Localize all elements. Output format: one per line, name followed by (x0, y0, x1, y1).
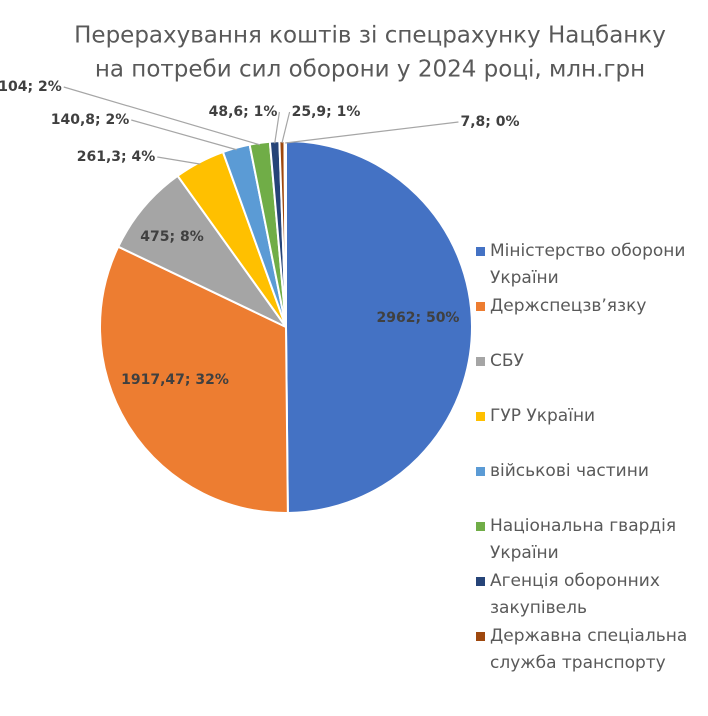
chart-title: Перерахування коштів зі спецрахунку Нацб… (74, 23, 666, 49)
legend-swatch (476, 467, 485, 476)
legend-label: військові частини (490, 461, 649, 481)
leader-line (131, 119, 237, 151)
leader-line (157, 156, 201, 165)
legend-label: СБУ (490, 351, 524, 371)
legend-label: Держспецзв’язку (490, 296, 647, 316)
legend-label: Національна гвардія України (490, 516, 677, 563)
data-label: 140,8; 2% (51, 112, 130, 128)
legend-swatch (476, 522, 485, 531)
legend-swatch (476, 632, 485, 641)
leader-line (274, 111, 280, 144)
legend-item: Державна спеціальна служба транспорту (474, 623, 708, 678)
legend-swatch (476, 247, 485, 256)
data-label: 7,8; 0% (460, 114, 519, 130)
data-label: 475; 8% (140, 229, 203, 245)
pie-slice (283, 139, 287, 328)
legend-swatch (476, 412, 485, 421)
legend-item: Міністерство оборони України (474, 238, 708, 293)
legend-item: СБУ (474, 348, 708, 403)
legend: Міністерство оборони України Держспецзв’я… (474, 238, 708, 678)
legend-swatch (476, 577, 485, 586)
pie-slice (285, 139, 474, 515)
legend-swatch (476, 357, 485, 366)
data-label: 25,9; 1% (292, 104, 361, 120)
data-label: 1917,47; 32% (121, 372, 229, 388)
data-label: 261,3; 4% (77, 149, 156, 165)
legend-item: Держспецзв’язку (474, 293, 708, 348)
leader-line (281, 111, 291, 144)
legend-label: Міністерство оборони України (490, 241, 686, 288)
legend-label: Агенція оборонних закупівель (490, 571, 660, 618)
leader-line (63, 86, 261, 146)
legend-item: ГУР України (474, 403, 708, 458)
legend-item: військові частини (474, 458, 708, 513)
pie-slice (99, 245, 289, 514)
legend-label: Державна спеціальна служба транспорту (490, 626, 688, 673)
legend-label: ГУР України (490, 406, 596, 426)
data-label: 48,6; 1% (209, 104, 278, 120)
legend-swatch (476, 302, 485, 311)
chart-title: на потреби сил оборони у 2024 році, млн.… (95, 57, 645, 83)
legend-item: Агенція оборонних закупівель (474, 568, 708, 623)
leader-line (285, 121, 459, 144)
legend-item: Національна гвардія України (474, 513, 708, 568)
pie-slice (116, 174, 287, 328)
data-label: 104; 2% (0, 79, 62, 95)
data-label: 2962; 50% (377, 310, 460, 326)
